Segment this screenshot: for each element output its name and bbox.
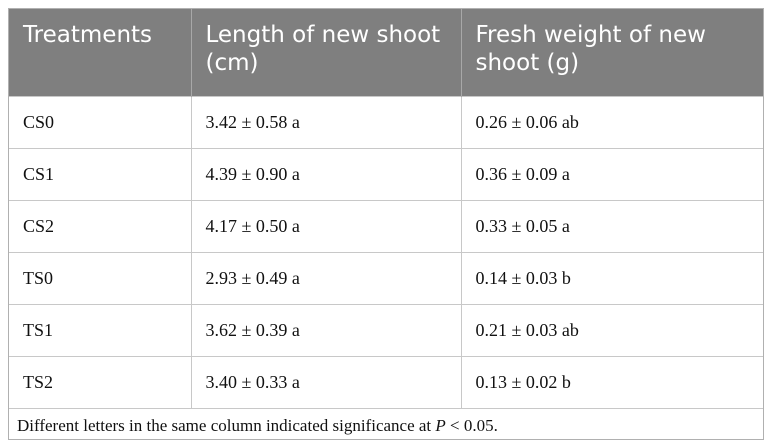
table-cell: 3.62 ± 0.39 a — [191, 304, 462, 357]
data-table: Treatments Length of new shoot (cm) Fresh … — [9, 9, 763, 408]
footnote: Different letters in the same column ind… — [9, 408, 763, 443]
table-row: CS2 4.17 ± 0.50 a 0.33 ± 0.05 a — [9, 200, 763, 253]
table-cell: 0.33 ± 0.05 a — [461, 200, 763, 253]
table-row: TS0 2.93 ± 0.49 a 0.14 ± 0.03 b — [9, 252, 763, 305]
footnote-italic: P — [435, 416, 446, 435]
table-cell: 3.42 ± 0.58 a — [191, 96, 462, 149]
table-cell: 3.40 ± 0.33 a — [191, 356, 462, 408]
header-row: Treatments Length of new shoot (cm) Fresh … — [9, 9, 763, 97]
table-cell: 0.13 ± 0.02 b — [461, 356, 763, 408]
table-cell: 2.93 ± 0.49 a — [191, 252, 462, 305]
table-cell: TS2 — [9, 356, 192, 408]
table-cell: 0.36 ± 0.09 a — [461, 148, 763, 201]
table-cell: 0.26 ± 0.06 ab — [461, 96, 763, 149]
table-row: TS1 3.62 ± 0.39 a 0.21 ± 0.03 ab — [9, 304, 763, 357]
table-cell: CS0 — [9, 96, 192, 149]
table-cell: TS0 — [9, 252, 192, 305]
table-cell: 4.17 ± 0.50 a — [191, 200, 462, 253]
table-cell: 4.39 ± 0.90 a — [191, 148, 462, 201]
table-cell: 0.14 ± 0.03 b — [461, 252, 763, 305]
footnote-text: Different letters in the same column ind… — [17, 416, 436, 435]
table-cell: 0.21 ± 0.03 ab — [461, 304, 763, 357]
table-cell: CS1 — [9, 148, 192, 201]
table-cell: CS2 — [9, 200, 192, 253]
table-row: CS1 4.39 ± 0.90 a 0.36 ± 0.09 a — [9, 148, 763, 201]
header-cell: Treatments — [9, 9, 192, 97]
footnote-text: < 0.05. — [445, 416, 498, 435]
header-cell: Length of new shoot (cm) — [191, 9, 462, 97]
table-row: TS2 3.40 ± 0.33 a 0.13 ± 0.02 b — [9, 356, 763, 408]
table-row: CS0 3.42 ± 0.58 a 0.26 ± 0.06 ab — [9, 96, 763, 149]
table-cell: TS1 — [9, 304, 192, 357]
table-body: CS0 3.42 ± 0.58 a 0.26 ± 0.06 ab CS1 4.39 ± … — [9, 96, 763, 408]
header-cell: Fresh weight of new shoot (g) — [461, 9, 763, 97]
table-frame: Treatments Length of new shoot (cm) Fresh … — [8, 8, 764, 440]
